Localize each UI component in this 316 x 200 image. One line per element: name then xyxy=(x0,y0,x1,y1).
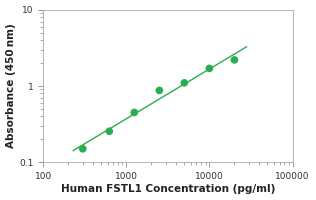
Point xyxy=(232,58,237,61)
X-axis label: Human FSTL1 Concentration (pg/ml): Human FSTL1 Concentration (pg/ml) xyxy=(61,184,275,194)
Point xyxy=(132,111,137,114)
Y-axis label: Absorbance (450 nm): Absorbance (450 nm) xyxy=(6,24,16,148)
Point xyxy=(207,67,212,70)
Point xyxy=(107,130,112,133)
Point xyxy=(182,81,187,84)
Point xyxy=(157,89,162,92)
Point xyxy=(80,147,85,150)
